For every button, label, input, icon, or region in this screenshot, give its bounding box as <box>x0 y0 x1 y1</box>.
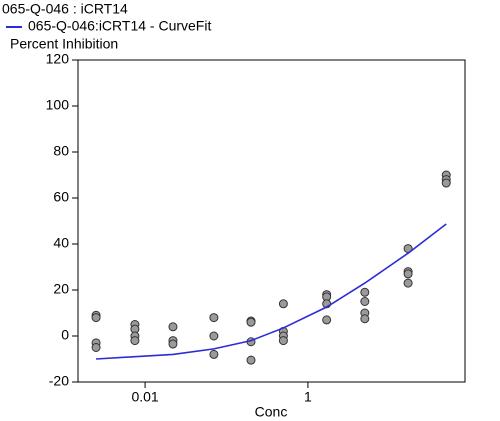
plot-frame <box>77 59 466 383</box>
data-point <box>91 313 101 323</box>
data-point <box>360 287 370 297</box>
y-tick-label: 0 <box>61 327 69 343</box>
x-tick-label: 1 <box>304 389 312 405</box>
data-point <box>209 313 219 323</box>
data-point <box>322 315 332 325</box>
y-tick-label: -20 <box>49 373 69 389</box>
data-point <box>278 299 288 309</box>
data-point <box>403 269 413 279</box>
data-point <box>441 178 451 188</box>
x-axis-label: Conc <box>255 404 288 420</box>
data-point <box>209 331 219 341</box>
data-point <box>168 322 178 332</box>
legend-label: 065-Q-046:iCRT14 - CurveFit <box>28 18 211 34</box>
y-tick-label: 20 <box>53 281 69 297</box>
data-point <box>360 314 370 324</box>
data-point <box>403 278 413 288</box>
curve-fit <box>96 223 447 360</box>
y-tick-label: 120 <box>46 51 70 67</box>
data-point <box>209 349 219 359</box>
legend-label: 065-Q-046 : iCRT14 <box>2 1 128 17</box>
y-tick-label: 40 <box>53 235 69 251</box>
y-tick-label: 80 <box>53 143 69 159</box>
y-tick-label: 100 <box>46 97 70 113</box>
data-point <box>168 339 178 349</box>
data-point <box>91 343 101 352</box>
data-point <box>278 336 288 346</box>
y-axis-label: Percent Inhibition <box>10 36 118 52</box>
x-tick-label: 0.01 <box>131 389 158 405</box>
data-point <box>246 355 256 365</box>
data-point <box>246 317 256 327</box>
data-point <box>360 297 370 306</box>
data-point <box>130 336 140 346</box>
y-tick-label: 60 <box>53 189 69 205</box>
